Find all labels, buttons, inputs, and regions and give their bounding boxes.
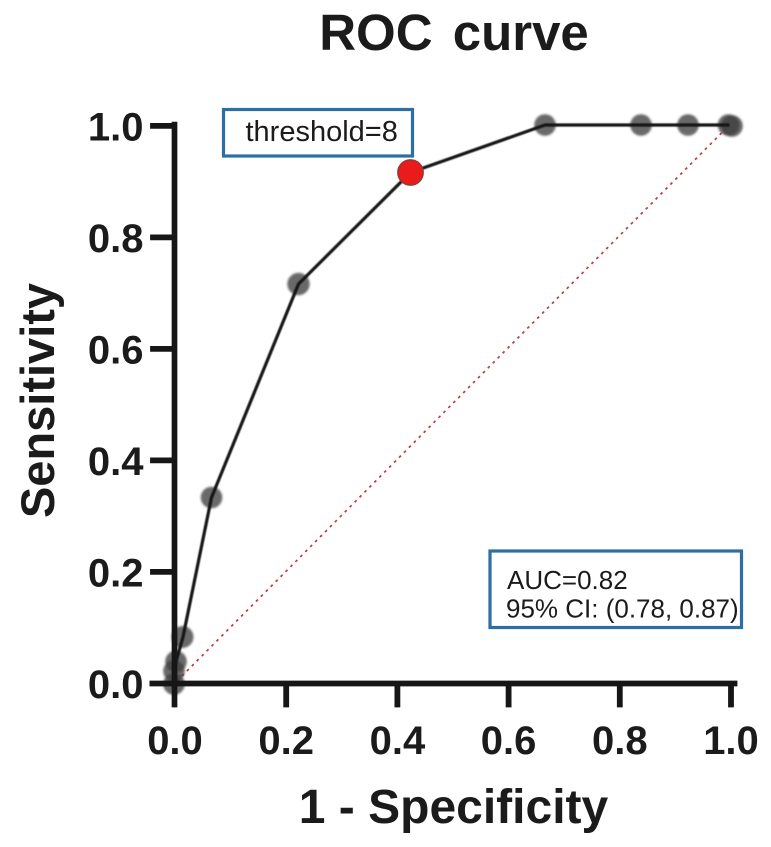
svg-text:0.0: 0.0 — [147, 719, 203, 763]
svg-text:0.2: 0.2 — [258, 719, 314, 763]
svg-text:Sensitivity: Sensitivity — [11, 283, 64, 518]
svg-text:1.0: 1.0 — [703, 719, 759, 763]
svg-text:95% CI: (0.78, 0.87): 95% CI: (0.78, 0.87) — [506, 594, 739, 624]
svg-text:0.8: 0.8 — [592, 719, 648, 763]
svg-text:0.2: 0.2 — [88, 551, 144, 595]
svg-text:ROC curve: ROC curve — [319, 4, 589, 61]
svg-text:0.0: 0.0 — [88, 663, 144, 707]
svg-text:0.8: 0.8 — [88, 217, 144, 261]
svg-text:1 - Specificity: 1 - Specificity — [299, 781, 609, 834]
svg-text:0.4: 0.4 — [370, 719, 426, 763]
svg-text:0.4: 0.4 — [88, 440, 144, 484]
svg-text:0.6: 0.6 — [481, 719, 537, 763]
svg-text:threshold=8: threshold=8 — [246, 116, 398, 148]
svg-text:AUC=0.82: AUC=0.82 — [507, 565, 628, 595]
svg-text:0.6: 0.6 — [88, 328, 144, 372]
svg-text:1.0: 1.0 — [88, 105, 144, 149]
